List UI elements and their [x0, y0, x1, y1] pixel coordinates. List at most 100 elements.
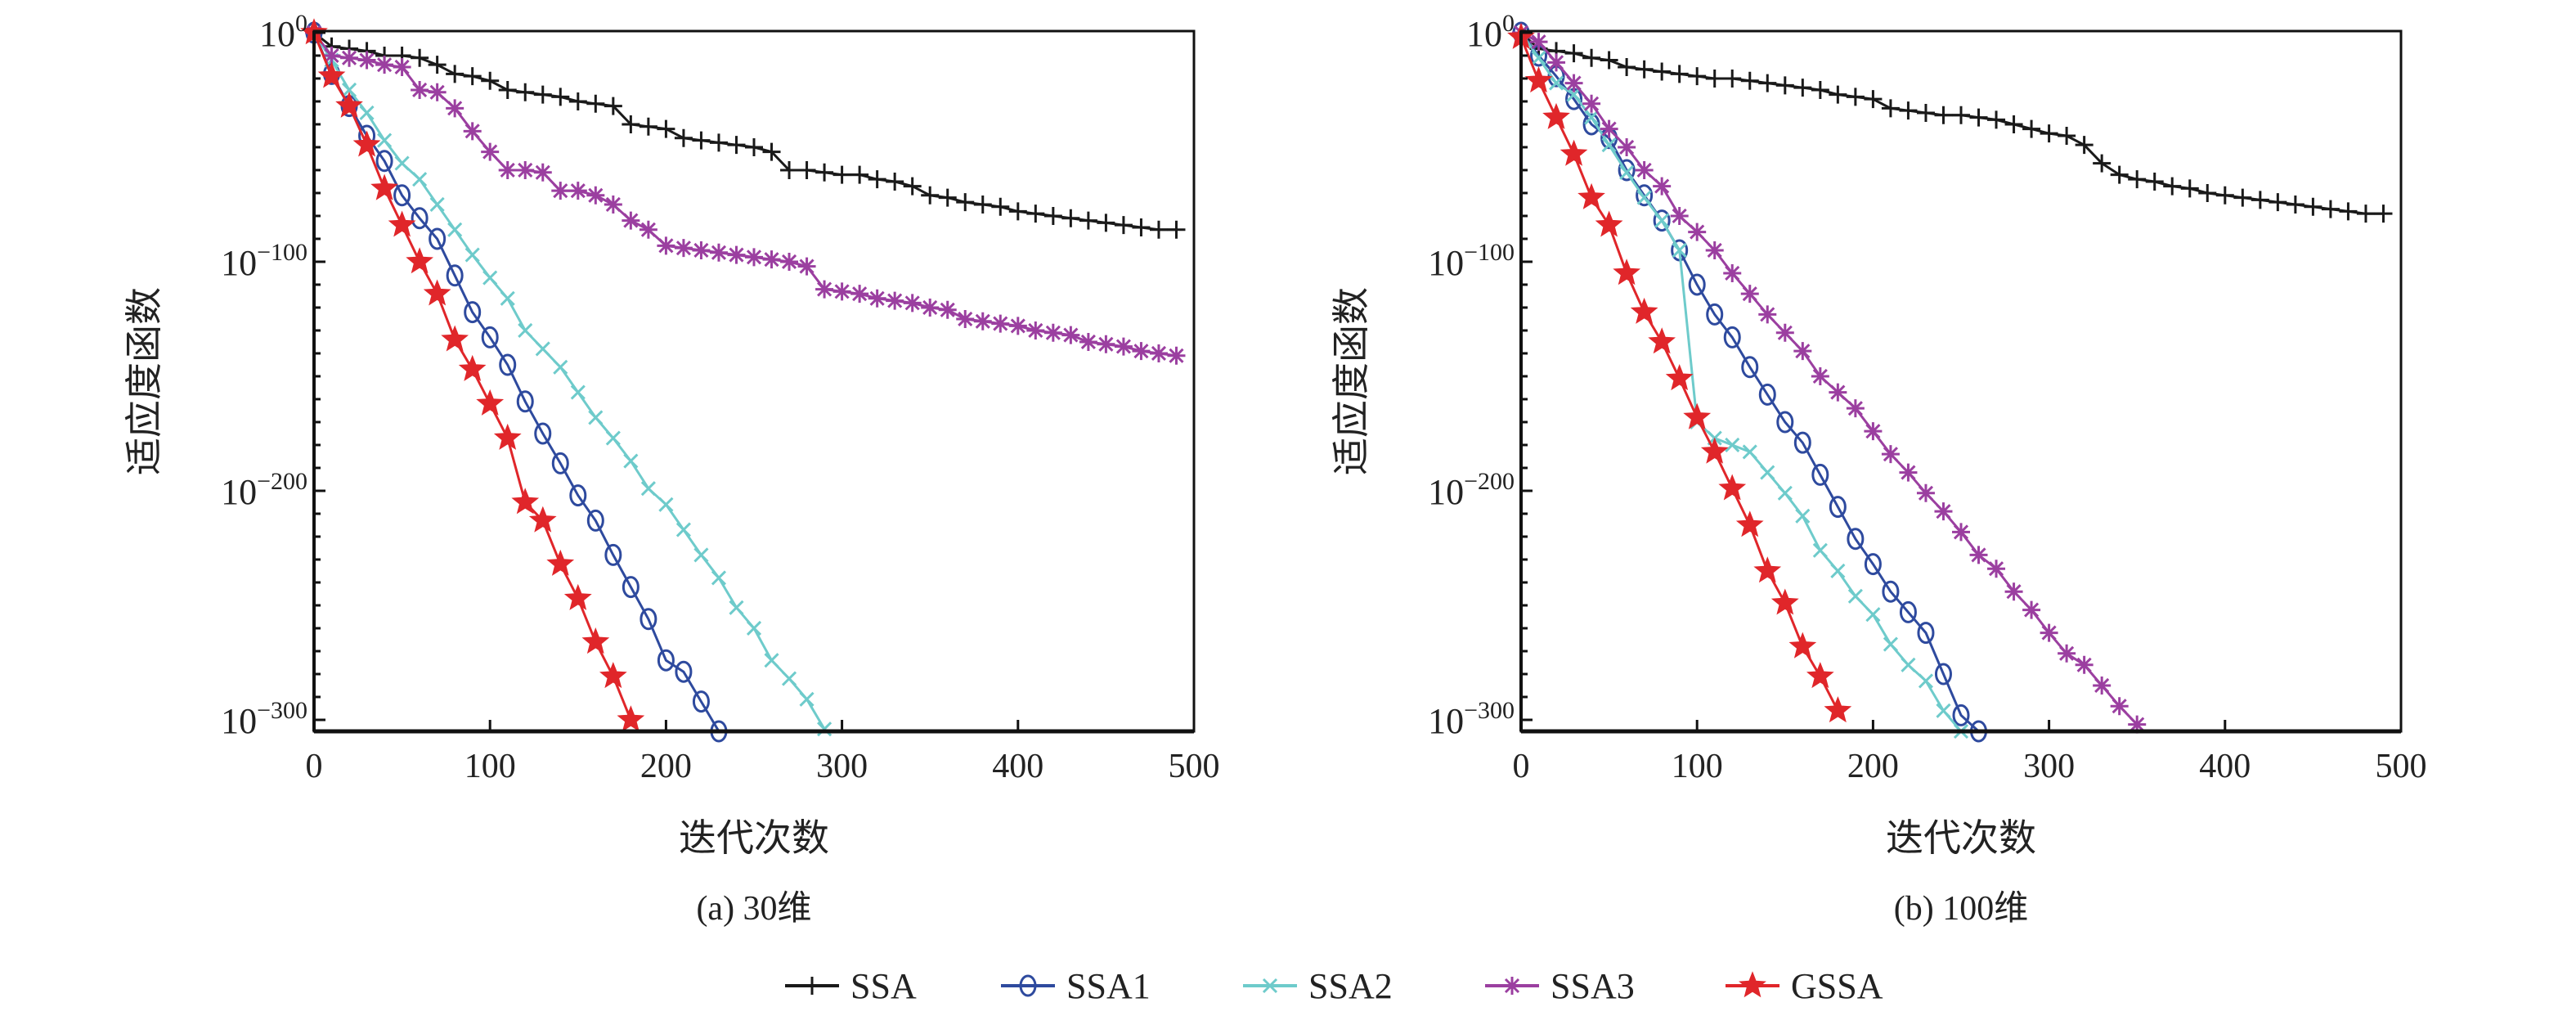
data-point-ssa	[586, 94, 605, 113]
data-point-ssa1	[375, 150, 393, 173]
data-point-ssa1	[1917, 622, 1935, 645]
legend-marker-star-icon	[1739, 971, 1766, 998]
y-tick-label: 100	[259, 10, 307, 54]
data-point-ssa3	[1846, 399, 1865, 418]
series-line-ssa	[1519, 31, 2384, 215]
y-tick-label: 100	[1466, 10, 1515, 54]
series-group	[1507, 21, 2393, 743]
data-point-ssa3	[463, 122, 482, 141]
data-point-ssa1	[464, 301, 482, 324]
legend-item-gssa: GSSA	[1726, 966, 1883, 1006]
data-point-ssa	[1061, 209, 1080, 227]
data-point-ssa	[1079, 211, 1097, 230]
data-point-ssa3	[674, 239, 693, 258]
data-point-ssa	[780, 160, 799, 179]
data-point-ssa	[2233, 188, 2252, 207]
data-point-ssa3	[1811, 366, 1829, 385]
x-tick-label: 0	[1513, 748, 1530, 785]
y-axis-label: 适应度函数	[123, 287, 165, 475]
data-point-gssa	[1630, 297, 1658, 324]
data-point-ssa1	[551, 452, 569, 474]
data-point-ssa3	[762, 250, 781, 269]
data-point-ssa3	[1740, 285, 1759, 303]
data-point-ssa2	[1601, 137, 1617, 153]
data-point-ssa	[2339, 202, 2358, 221]
series-ssa2	[306, 25, 832, 737]
data-point-ssa3	[1688, 223, 1707, 241]
data-point-ssa3	[903, 294, 922, 312]
data-point-ssa2	[623, 453, 639, 469]
data-point-ssa	[2251, 191, 2269, 209]
data-point-ssa	[2356, 205, 2375, 223]
data-point-ssa1	[393, 184, 411, 207]
data-point-ssa	[745, 137, 763, 156]
series-ssa2	[1513, 25, 1969, 740]
data-point-ssa3	[639, 220, 657, 239]
data-point-gssa	[617, 705, 645, 732]
series-ssa	[305, 23, 1186, 239]
data-point-ssa2	[1865, 607, 1881, 623]
data-point-gssa	[1683, 402, 1712, 429]
data-point-ssa	[2374, 205, 2393, 223]
data-point-ssa	[1043, 206, 1062, 225]
x-tick-label: 200	[1847, 748, 1899, 785]
data-point-gssa	[458, 354, 487, 381]
plot-frame	[312, 29, 1196, 733]
data-point-ssa	[1775, 76, 1794, 95]
data-point-ssa	[2145, 172, 2164, 191]
data-point-ssa	[1969, 108, 1988, 127]
data-point-gssa	[1770, 588, 1799, 615]
data-point-ssa3	[551, 182, 570, 200]
data-point-gssa	[1806, 662, 1834, 689]
data-point-ssa	[2198, 183, 2217, 202]
data-point-ssa	[1026, 205, 1045, 223]
y-axis-label: 适应度函数	[1331, 287, 1372, 475]
series-group	[300, 18, 1186, 743]
data-point-ssa3	[1864, 422, 1883, 441]
data-point-ssa2	[535, 341, 550, 357]
data-point-ssa3	[1079, 332, 1097, 351]
data-point-gssa	[1753, 556, 1782, 583]
series-ssa1	[305, 21, 728, 743]
data-point-ssa2	[1619, 164, 1635, 180]
data-point-ssa1	[1723, 326, 1741, 348]
data-point-ssa1	[1688, 273, 1706, 296]
data-point-ssa	[604, 97, 622, 115]
data-point-ssa	[1705, 69, 1724, 88]
data-point-gssa	[1577, 182, 1605, 209]
data-point-gssa	[493, 423, 522, 450]
data-point-ssa2	[1830, 563, 1846, 579]
data-point-gssa	[1613, 258, 1641, 285]
data-point-ssa1	[1776, 411, 1794, 434]
series-ssa3	[1512, 23, 2147, 734]
data-point-ssa1	[1758, 383, 1776, 406]
data-point-ssa2	[729, 600, 744, 615]
data-point-ssa	[2215, 186, 2234, 205]
data-point-ssa1	[1793, 431, 1811, 454]
series-ssa	[1512, 23, 2393, 223]
legend-item-ssa: SSA	[785, 966, 917, 1006]
data-point-gssa	[1665, 364, 1694, 391]
data-point-ssa3	[692, 241, 711, 259]
data-point-ssa	[1688, 67, 1707, 86]
data-point-ssa	[1564, 44, 1583, 63]
data-point-ssa	[2004, 115, 2023, 133]
data-point-ssa2	[1636, 190, 1652, 205]
data-point-ssa1	[1882, 580, 1900, 603]
data-point-ssa1	[1741, 356, 1759, 379]
data-point-gssa	[423, 279, 451, 306]
series-line-ssa1	[1519, 32, 1980, 733]
data-point-ssa1	[1934, 663, 1952, 686]
data-point-ssa	[1097, 214, 1115, 232]
data-point-gssa	[1718, 474, 1747, 501]
data-point-ssa1	[1636, 184, 1654, 207]
series-ssa3	[305, 23, 1186, 365]
data-point-ssa3	[1043, 323, 1062, 342]
data-point-gssa	[1788, 632, 1817, 659]
data-point-ssa	[446, 65, 464, 83]
data-point-ssa3	[921, 298, 940, 317]
data-point-ssa3	[411, 80, 429, 99]
y-tick-label: 10−200	[1428, 468, 1515, 512]
data-point-ssa1	[1582, 113, 1600, 136]
data-point-ssa1	[1829, 496, 1847, 519]
